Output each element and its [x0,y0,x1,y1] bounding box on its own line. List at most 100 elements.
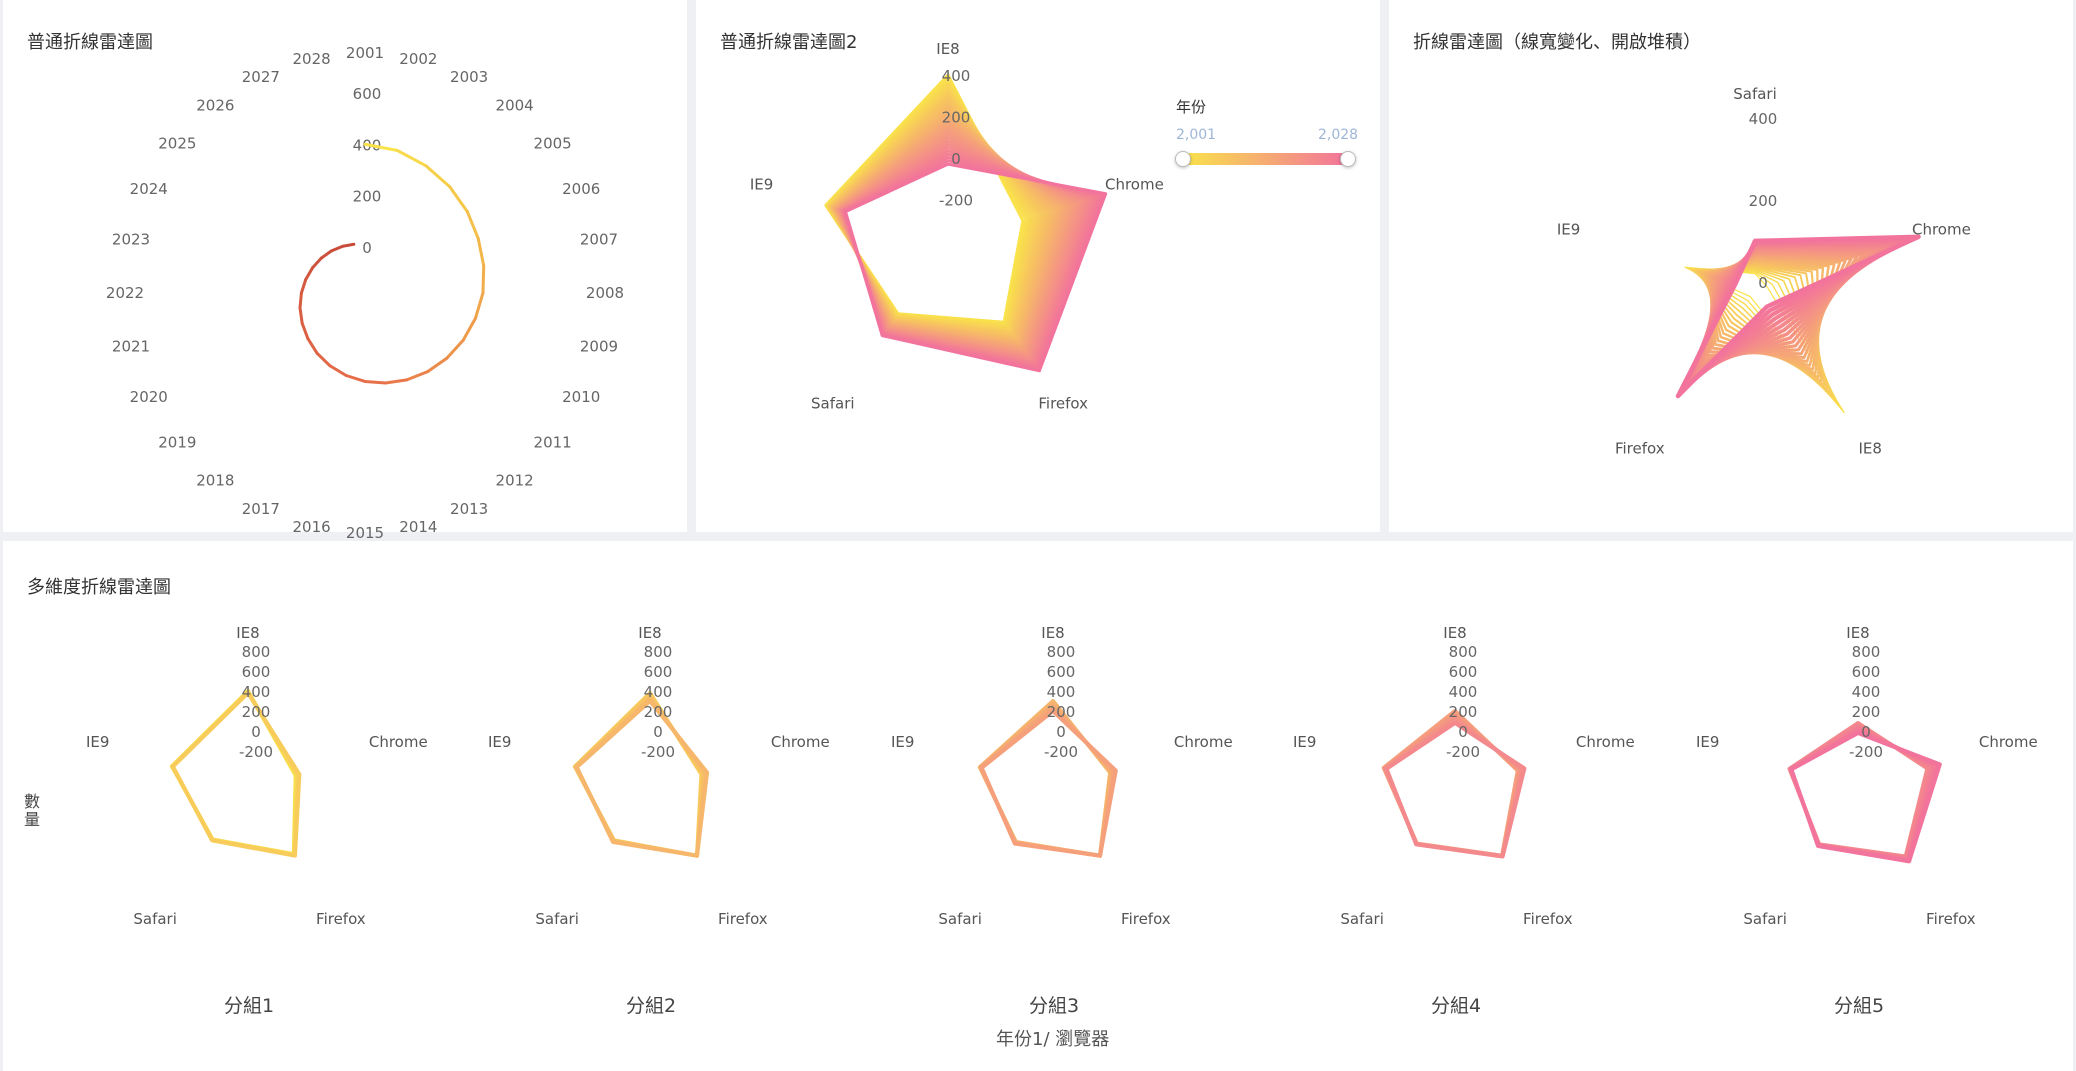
indicator-label: Firefox [1523,910,1573,928]
radius-tick: 0 [653,723,663,741]
radius-tick: 0 [1861,723,1871,741]
radar-series-line[interactable] [573,694,706,858]
radar-series-line[interactable] [574,697,708,858]
series-line-segment[interactable] [315,351,332,368]
indicator-label: Safari [1340,910,1384,928]
visual-map-bar[interactable] [1184,153,1348,165]
series-line-segment[interactable] [424,164,452,189]
series-line-segment[interactable] [476,236,486,268]
series-line-segment[interactable] [341,242,356,248]
panel-stacked-radar: 折線雷達圖（線寬變化、開啟堆積） Safari Chrome IE8 Firefox I… [1389,0,2073,532]
indicator-label: Safari [535,910,579,928]
angle-label: 2024 [130,180,168,198]
radar-series-line[interactable] [1381,709,1520,858]
series-line-segment[interactable] [306,337,319,355]
series-line-segment[interactable] [473,291,485,320]
indicator-label: IE8 [1846,624,1869,642]
indicator-label: Firefox [1615,440,1665,458]
angle-label: 2011 [534,434,572,452]
series-line-segment[interactable] [329,244,345,253]
series-line-segment[interactable] [405,370,430,382]
series-line-segment[interactable] [363,142,400,153]
indicator-label: IE9 [1557,220,1580,238]
series-line-segment[interactable] [344,373,367,383]
radar-series-line[interactable] [170,691,302,858]
radar-series-line[interactable] [1383,716,1524,859]
radius-tick: -200 [1044,743,1078,761]
angle-label: 2022 [106,284,144,302]
group-label: 分組5 [1834,995,1885,1017]
indicator-label: IE9 [891,733,914,751]
angle-label: 2012 [496,472,534,490]
angle-label: 2027 [242,68,280,86]
visual-map-handle-max[interactable] [1340,151,1356,167]
radius-tick: 200 [644,703,673,721]
series-line-segment[interactable] [328,364,348,377]
series-line-segment[interactable] [445,338,465,360]
series-line-segment[interactable] [298,306,304,325]
radar-series-line[interactable] [1382,711,1522,858]
radar-series-line[interactable] [844,162,1108,373]
series-line-segment[interactable] [300,321,310,341]
radius-tick: 400 [942,67,971,85]
radar-series-line[interactable] [978,705,1116,858]
radius-tick: 200 [942,108,971,126]
radar-series-line[interactable] [574,695,707,858]
series-line-segment[interactable] [461,316,477,342]
radius-tick: -200 [641,743,675,761]
indicator-label: Chrome [369,733,428,751]
radar-series-line[interactable] [573,692,705,858]
radius-tick: 0 [1056,723,1066,741]
series-line-segment[interactable] [311,256,323,270]
series-line-segment[interactable] [319,249,333,260]
radius-tick: 200 [353,188,382,206]
radar-series-line[interactable] [1384,721,1527,859]
radar-series-line[interactable] [1382,713,1523,858]
panel-polar-line: 普通折線雷達圖 2001 2002 2003 2004 2005 2006 2007 2008… [3,0,687,542]
radar-series-line[interactable] [169,689,298,857]
angle-label: 2018 [196,472,234,490]
angle-label: 2009 [580,337,618,355]
series-line-segment[interactable] [304,266,315,281]
series-line-segment[interactable] [426,356,449,374]
panel-title: 普通折線雷達圖2 [720,32,858,53]
radar-series-line[interactable] [977,699,1113,858]
radar-series-line[interactable] [979,707,1117,858]
radius-tick: 400 [1852,683,1881,701]
series-line-segment[interactable] [448,185,469,213]
series-line-segment[interactable] [396,149,428,168]
series-line-segment[interactable] [363,379,388,385]
x-axis-name: 年份1/ 瀏覽器 [996,1029,1110,1050]
radius-tick: 800 [1852,643,1881,661]
indicator-label: Safari [1733,85,1777,103]
panel-radar-2: 普通折線雷達圖2 IE8 Chrome Firefox Safari IE9 -200 0 2… [696,0,1380,532]
radar-series-line[interactable] [572,691,704,858]
angle-label: 2004 [496,96,534,114]
visual-map-handle-min[interactable] [1175,151,1191,167]
radar-series-line[interactable] [978,703,1115,858]
radar-series-line[interactable] [979,709,1118,858]
indicator-label: IE8 [236,624,259,642]
radar-series-line[interactable] [170,690,300,858]
radius-tick: 400 [644,683,673,701]
radar-series-line[interactable] [978,701,1114,858]
radar-series-line[interactable] [170,689,299,857]
radar-series-line[interactable] [574,699,710,858]
indicator-label: Firefox [1121,910,1171,928]
radius-tick: 0 [951,150,961,168]
radius-tick: 800 [644,643,673,661]
series-line-segment[interactable] [465,209,480,240]
series-line-segment[interactable] [299,277,308,295]
radar-series-line[interactable] [1675,234,1921,399]
radar-series-line[interactable] [1384,718,1526,859]
series-line-segment[interactable] [298,291,303,310]
radar-series-line[interactable] [170,689,300,857]
radar-series-line[interactable] [170,690,301,858]
indicator-label: Firefox [1926,910,1976,928]
series-line-segment[interactable] [481,264,486,295]
radius-tick: 800 [1449,643,1478,661]
indicator-label: Chrome [1174,733,1233,751]
angle-label: 2026 [196,96,234,114]
radar-series-line[interactable] [1789,731,1942,864]
series-line-segment[interactable] [384,378,409,385]
